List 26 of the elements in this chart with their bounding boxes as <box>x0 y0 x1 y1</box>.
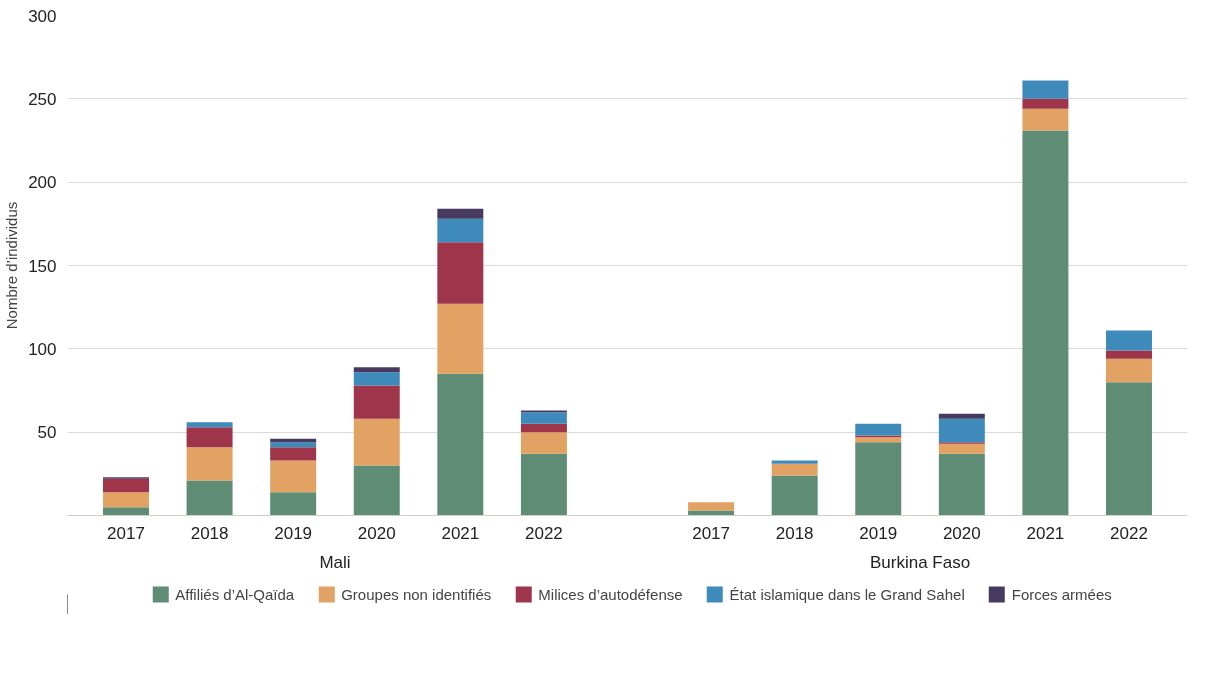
x-tick-label: 2018 <box>775 523 814 543</box>
legend-label: Milices d’autodéfense <box>538 585 683 603</box>
x-tick-label: 2017 <box>107 523 145 543</box>
legend-label: Affiliés d’Al-Qaïda <box>175 585 295 603</box>
y-tick-label: 100 <box>28 339 57 359</box>
x-tick-label: 2022 <box>525 523 563 543</box>
x-tick-label: 2017 <box>692 523 730 543</box>
legend-label: Groupes non identifiés <box>341 585 492 603</box>
text: Mali <box>319 552 351 572</box>
y-tick-label: 150 <box>28 256 57 276</box>
x-tick-label: 2019 <box>274 523 313 543</box>
x-tick-label: 2021 <box>441 523 480 543</box>
y-tick-label: 200 <box>28 173 57 193</box>
y-tick-label: 300 <box>28 6 57 26</box>
legend-label: Forces armées <box>1011 585 1112 603</box>
y-axis-title: Nombre d’individus <box>3 201 21 330</box>
x-tick-label: 2022 <box>1110 523 1148 543</box>
x-tick-label: 2020 <box>942 523 981 543</box>
x-tick-label: 2021 <box>1026 523 1065 543</box>
x-tick-label: 2020 <box>357 523 396 543</box>
x-tick-label: 2018 <box>190 523 229 543</box>
text: Burkina Faso <box>869 552 971 572</box>
y-tick-label: 50 <box>37 423 57 443</box>
x-tick-label: 2019 <box>859 523 898 543</box>
legend-label: État islamique dans le Grand Sahel <box>729 585 965 603</box>
y-tick-label: 250 <box>28 89 57 109</box>
